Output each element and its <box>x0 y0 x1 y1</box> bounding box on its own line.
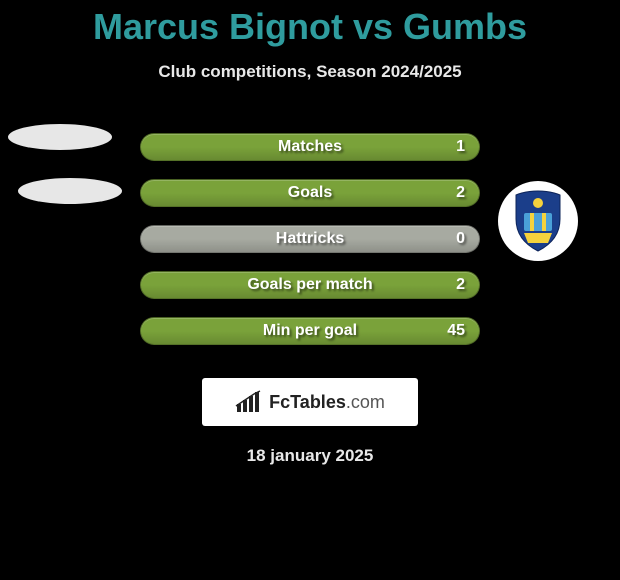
shield-crest-icon <box>510 189 566 253</box>
stat-label: Goals per match <box>247 276 372 294</box>
stat-value: 1 <box>456 138 465 156</box>
stat-label: Goals <box>288 184 332 202</box>
stat-bar: Min per goal 45 <box>140 317 480 345</box>
left-ellipse-1 <box>8 124 112 150</box>
logo-text: FcTables.com <box>269 392 385 413</box>
stat-row: Goals per match 2 <box>0 262 620 308</box>
stat-label: Hattricks <box>276 230 344 248</box>
stat-value: 0 <box>456 230 465 248</box>
stat-bar: Goals per match 2 <box>140 271 480 299</box>
fctables-logo: FcTables.com <box>202 378 418 426</box>
stat-value: 45 <box>447 322 465 340</box>
stat-bar: Matches 1 <box>140 133 480 161</box>
date-text: 18 january 2025 <box>0 446 620 466</box>
stat-value: 2 <box>456 184 465 202</box>
stat-value: 2 <box>456 276 465 294</box>
stat-label: Min per goal <box>263 322 357 340</box>
left-ellipse-2 <box>18 178 122 204</box>
bar-chart-icon <box>235 390 263 414</box>
stat-row: Min per goal 45 <box>0 308 620 354</box>
stat-bar: Hattricks 0 <box>140 225 480 253</box>
page-title: Marcus Bignot vs Gumbs <box>0 0 620 48</box>
team-crest-badge <box>498 181 578 261</box>
subtitle: Club competitions, Season 2024/2025 <box>0 62 620 82</box>
stat-label: Matches <box>278 138 342 156</box>
stat-bar: Goals 2 <box>140 179 480 207</box>
